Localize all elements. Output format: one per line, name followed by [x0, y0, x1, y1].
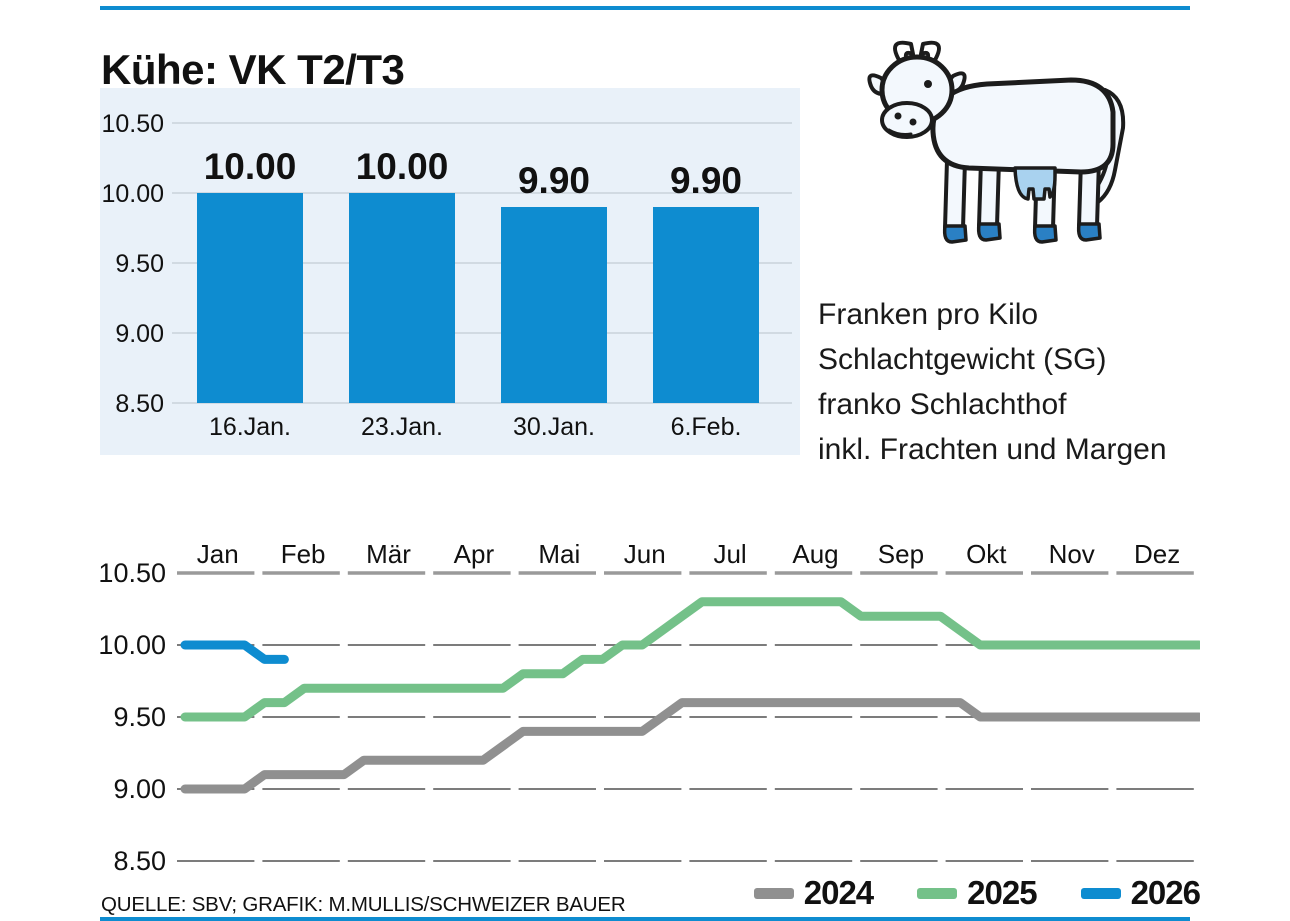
bar-y-tick-label: 9.50	[115, 250, 164, 278]
unit-note: Franken pro Kilo Schlachtgewicht (SG) fr…	[818, 292, 1167, 472]
legend-label: 2024	[803, 874, 874, 911]
month-label: Feb	[281, 539, 326, 569]
bar-value-label: 10.00	[204, 146, 297, 187]
unit-note-line: franko Schlachthof	[818, 388, 1067, 421]
legend-swatch	[1080, 887, 1121, 899]
unit-note-line: inkl. Frachten und Margen	[818, 433, 1167, 466]
legend-swatch	[917, 887, 958, 899]
bar	[501, 207, 607, 403]
chart-legend: 2024 2025 2026	[753, 874, 1201, 912]
bar-category-label: 16.Jan.	[209, 413, 291, 441]
page-title: Kühe: VK T2/T3	[101, 46, 405, 94]
unit-note-line: Franken pro Kilo	[818, 298, 1039, 331]
bar-chart-panel: 10.50 10.00 9.50 9.00 8.50 10.00 16.Jan. 10.00 2…	[100, 88, 800, 455]
bar-category-label: 23.Jan.	[361, 413, 443, 441]
y-tick-label: 8.50	[113, 846, 166, 876]
legend-item-2025: 2025	[917, 874, 1038, 912]
month-label: Mai	[538, 539, 580, 569]
y-tick-label: 9.00	[113, 774, 166, 804]
line-chart: Jan Feb Mär Apr Mai Jun Jul Aug Sep Okt Nov Dez 10.5…	[100, 539, 1200, 876]
series-line-2025	[180, 597, 1200, 722]
series-line-2024	[180, 698, 1200, 794]
legend-item-2024: 2024	[753, 874, 874, 912]
bar-y-tick-label: 10.50	[101, 110, 164, 138]
bar-value-label: 10.00	[356, 146, 449, 187]
bar-value-label: 9.90	[670, 160, 742, 201]
y-tick-label: 10.50	[100, 558, 166, 588]
cow-illustration-icon	[867, 40, 1126, 244]
month-label: Jun	[624, 539, 666, 569]
month-label: Okt	[966, 539, 1007, 569]
bar-y-tick-label: 9.00	[115, 320, 164, 348]
bar-value-label: 9.90	[518, 160, 590, 201]
bar-chart: 10.50 10.00 9.50 9.00 8.50 10.00 16.Jan. 10.00 2…	[101, 110, 792, 441]
bar	[197, 193, 303, 403]
source-credit: QUELLE: SBV; GRAFIK: M.MULLIS/SCHWEIZER …	[101, 893, 626, 916]
bar-category-label: 6.Feb.	[671, 413, 742, 441]
month-label: Sep	[878, 539, 924, 569]
legend-item-2026: 2026	[1080, 874, 1201, 912]
month-label: Dez	[1134, 539, 1180, 569]
bottom-accent-rule	[100, 917, 1190, 921]
legend-label: 2026	[1130, 874, 1201, 911]
unit-note-line: Schlachtgewicht (SG)	[818, 343, 1107, 376]
legend-label: 2025	[967, 874, 1037, 911]
month-label: Nov	[1049, 539, 1095, 569]
bar	[653, 207, 759, 403]
bar	[349, 193, 455, 403]
y-tick-label: 9.50	[113, 702, 166, 732]
month-label: Mär	[366, 539, 411, 569]
y-tick-label: 10.00	[100, 630, 166, 660]
month-label: Jul	[713, 539, 746, 569]
top-accent-rule	[100, 6, 1190, 10]
series-line-2026	[180, 640, 289, 664]
legend-swatch	[753, 887, 794, 899]
month-label: Jan	[197, 539, 239, 569]
month-label: Aug	[792, 539, 838, 569]
bar-category-label: 30.Jan.	[513, 413, 595, 441]
bar-y-tick-label: 8.50	[115, 390, 164, 418]
bar-y-tick-label: 10.00	[101, 180, 164, 208]
month-label: Apr	[454, 539, 495, 569]
